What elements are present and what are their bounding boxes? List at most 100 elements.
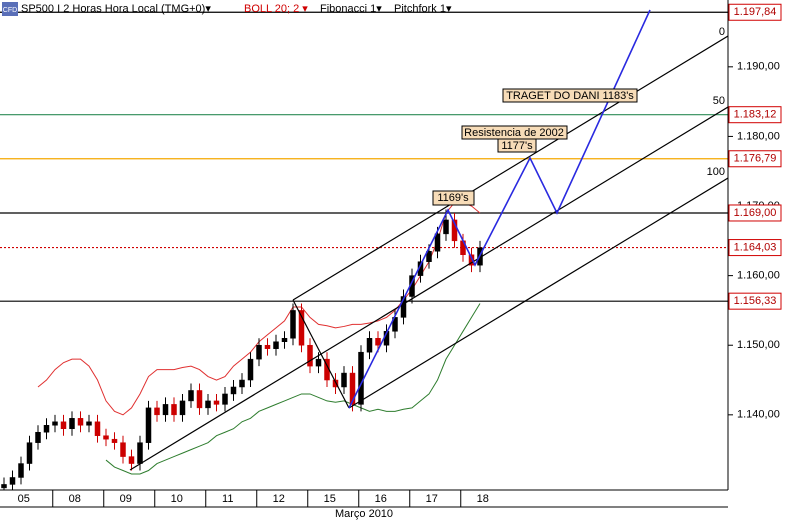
y-tick-label: 1.190,00 bbox=[737, 61, 780, 73]
candle-body bbox=[188, 390, 194, 402]
candle-body bbox=[171, 404, 177, 416]
level-box bbox=[728, 292, 782, 310]
icon bbox=[2, 2, 18, 16]
indicator[interactable]: Pitchfork 1▾ bbox=[394, 3, 452, 15]
y-tick-label: 1.140,00 bbox=[737, 409, 780, 421]
title: SP500 I 2 Horas Hora Local (TMG+0)▾ bbox=[21, 3, 211, 15]
candle-body bbox=[111, 438, 118, 443]
candle-body bbox=[434, 233, 441, 252]
level-label: 1.176,79 bbox=[734, 153, 777, 165]
annotation-text: 1177's bbox=[501, 140, 533, 152]
level-box bbox=[728, 239, 782, 257]
projection bbox=[348, 9, 651, 409]
x-tick-label: 17 bbox=[426, 493, 438, 505]
candle-body bbox=[247, 358, 254, 381]
y-tick-label: 1.150,00 bbox=[737, 339, 780, 351]
level-box bbox=[728, 3, 782, 21]
candle-body bbox=[196, 390, 203, 409]
icon-label: CFD bbox=[3, 7, 17, 14]
candle-body bbox=[35, 431, 41, 443]
candle-body bbox=[26, 442, 33, 464]
x-tick-label: 18 bbox=[477, 493, 489, 505]
candles bbox=[1, 209, 483, 490]
x-tick-label: 12 bbox=[273, 493, 285, 505]
candle-body bbox=[349, 372, 356, 405]
candle-body bbox=[366, 338, 373, 353]
annotation-text: Resistencia de 2002 bbox=[464, 127, 564, 139]
annotation: TRAGET DO DANI 1183's bbox=[502, 88, 638, 103]
candle-body bbox=[77, 418, 84, 426]
drawings bbox=[129, 9, 728, 471]
candle-body bbox=[400, 296, 407, 318]
y-axis: 1.140,001.150,001.160,001.170,001.180,00… bbox=[728, 3, 782, 421]
x-tick-label: 11 bbox=[222, 493, 233, 505]
candle-body bbox=[307, 344, 313, 367]
candle-body bbox=[137, 442, 143, 464]
candle-body bbox=[273, 341, 279, 349]
candle-body bbox=[1, 484, 7, 489]
candle-body bbox=[86, 421, 92, 426]
annotation: Resistencia de 2002 bbox=[461, 125, 568, 140]
candle-body bbox=[52, 421, 58, 426]
candle-body bbox=[43, 425, 50, 433]
candle-body bbox=[358, 351, 364, 405]
candle-body bbox=[18, 463, 24, 478]
pitchfork-lower bbox=[348, 177, 728, 409]
candle-body bbox=[179, 400, 186, 416]
levels bbox=[0, 11, 728, 302]
candle-body bbox=[230, 386, 237, 395]
candle-body bbox=[145, 407, 152, 443]
x-tick-label: 05 bbox=[18, 493, 30, 505]
y-tick-label: 1.160,00 bbox=[737, 270, 780, 282]
fib-label: 100 bbox=[707, 166, 725, 178]
pitchfork-handle bbox=[292, 299, 350, 409]
x-axis-label: Março 2010 bbox=[335, 508, 393, 520]
candle-body bbox=[60, 421, 67, 429]
candle-body bbox=[315, 358, 322, 367]
candle-body bbox=[154, 407, 160, 416]
x-tick-label: 09 bbox=[120, 493, 132, 505]
level-box bbox=[728, 150, 782, 168]
candle-body bbox=[290, 310, 296, 339]
candle-body bbox=[375, 338, 381, 346]
level-label: 1.164,03 bbox=[734, 241, 777, 253]
pitchfork-median bbox=[129, 106, 728, 471]
candle-body bbox=[103, 435, 109, 440]
bollinger-lower bbox=[105, 303, 481, 475]
candle-body bbox=[222, 393, 228, 405]
x-axis: 05 08 09 10 11 12 15 16 17 18 bbox=[18, 490, 489, 507]
annotation: 1177's bbox=[497, 138, 537, 153]
pitchfork-upper bbox=[292, 35, 728, 301]
candle-body bbox=[94, 421, 101, 436]
indicator[interactable]: BOLL 20; 2 ▾ bbox=[244, 3, 308, 15]
candle-body bbox=[213, 400, 220, 405]
annotation-text: 1169's bbox=[437, 192, 469, 204]
level-box bbox=[728, 106, 782, 124]
level-label: 1.156,33 bbox=[734, 295, 777, 307]
candle-body bbox=[239, 379, 245, 388]
fib-label: 0 bbox=[719, 26, 725, 38]
candle-body bbox=[120, 442, 126, 457]
annotation: 1169's bbox=[432, 190, 475, 206]
x-tick-label: 16 bbox=[375, 493, 387, 505]
x-tick-label: 08 bbox=[69, 493, 81, 505]
candle-body bbox=[128, 456, 135, 464]
x-tick-label: 15 bbox=[324, 493, 336, 505]
candle-body bbox=[332, 379, 339, 388]
candle-body bbox=[69, 418, 75, 430]
level-label: 1.183,12 bbox=[734, 109, 777, 121]
candle-body bbox=[205, 400, 211, 409]
level-label: 1.197,84 bbox=[734, 6, 777, 18]
level-label: 1.169,00 bbox=[734, 207, 777, 219]
candle-body bbox=[256, 344, 262, 360]
candle-body bbox=[426, 251, 432, 262]
level-box bbox=[728, 204, 782, 222]
candle-body bbox=[162, 404, 169, 416]
fib-label: 50 bbox=[713, 95, 725, 107]
y-tick-label: 1.180,00 bbox=[737, 130, 780, 142]
candle-body bbox=[341, 372, 347, 388]
indicator[interactable]: Fibonacci 1▾ bbox=[320, 3, 382, 15]
candle-body bbox=[468, 254, 475, 266]
